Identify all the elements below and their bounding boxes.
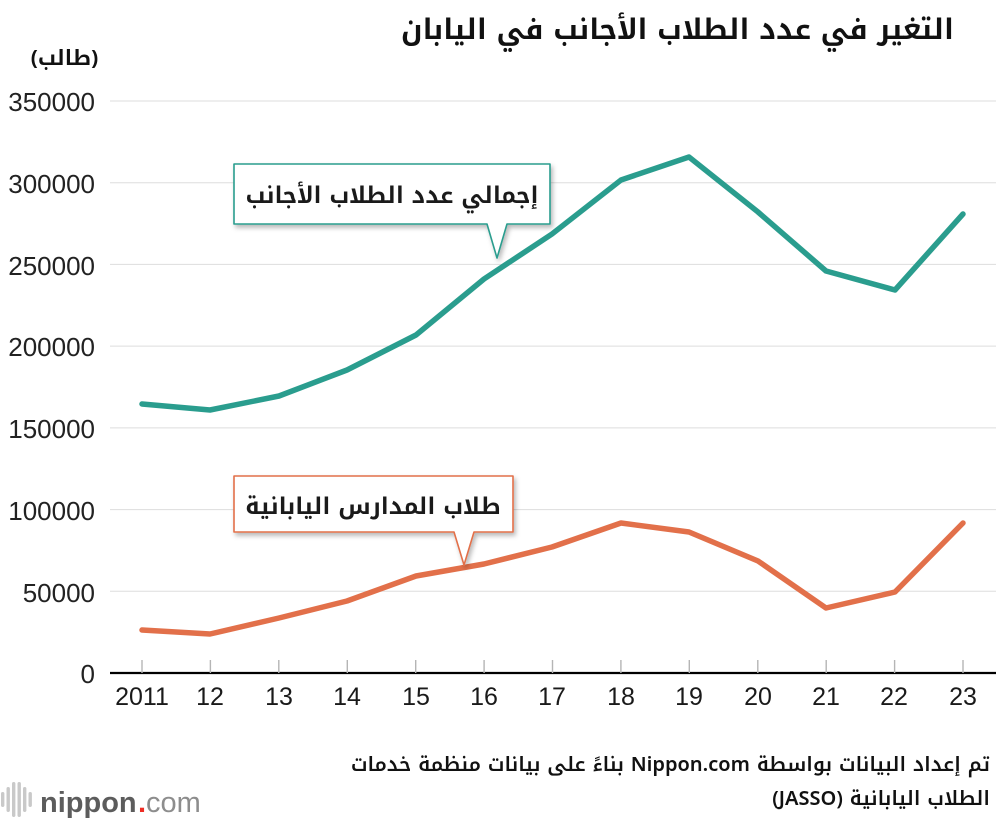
svg-text:com: com	[146, 787, 201, 819]
svg-text:nippon: nippon	[40, 787, 137, 819]
svg-text:.: .	[138, 787, 146, 819]
